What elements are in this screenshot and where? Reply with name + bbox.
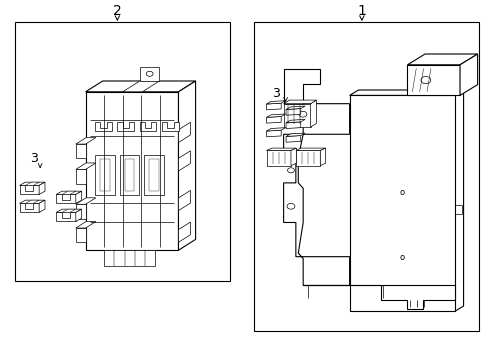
Text: 3: 3 [272, 87, 280, 100]
Polygon shape [178, 222, 190, 242]
Polygon shape [290, 148, 296, 166]
Polygon shape [283, 104, 349, 285]
Polygon shape [76, 209, 81, 221]
Polygon shape [56, 209, 81, 212]
Polygon shape [39, 182, 45, 194]
Polygon shape [320, 148, 325, 166]
Polygon shape [76, 221, 96, 228]
Polygon shape [85, 92, 178, 250]
Polygon shape [178, 151, 190, 171]
Polygon shape [56, 212, 76, 221]
Polygon shape [139, 122, 156, 131]
Polygon shape [117, 122, 134, 131]
Polygon shape [285, 106, 305, 109]
Polygon shape [162, 122, 178, 131]
Polygon shape [25, 200, 39, 203]
Polygon shape [266, 148, 296, 150]
Text: 1: 1 [357, 4, 366, 18]
Bar [254, 22, 478, 331]
Polygon shape [285, 133, 305, 136]
Polygon shape [56, 191, 81, 194]
Polygon shape [407, 65, 459, 95]
Polygon shape [122, 81, 159, 92]
Polygon shape [295, 150, 320, 166]
Polygon shape [285, 120, 305, 123]
Text: 3: 3 [30, 152, 38, 165]
Polygon shape [76, 170, 85, 184]
Polygon shape [285, 109, 300, 115]
Polygon shape [407, 54, 477, 65]
Polygon shape [25, 182, 39, 185]
Polygon shape [76, 198, 96, 204]
Polygon shape [283, 69, 320, 104]
Bar [144, 155, 163, 195]
Polygon shape [178, 81, 195, 250]
Polygon shape [283, 104, 310, 127]
Polygon shape [459, 54, 477, 95]
Polygon shape [283, 100, 316, 104]
Polygon shape [76, 228, 85, 242]
Polygon shape [178, 190, 190, 211]
Polygon shape [310, 100, 316, 127]
Polygon shape [266, 114, 285, 117]
Polygon shape [76, 163, 96, 170]
Text: o: o [399, 253, 404, 262]
Bar [149, 159, 159, 191]
Polygon shape [454, 90, 463, 311]
Polygon shape [266, 101, 285, 104]
Polygon shape [140, 67, 159, 81]
Text: 2: 2 [113, 4, 122, 18]
Polygon shape [349, 95, 454, 311]
Text: o: o [399, 188, 404, 197]
Polygon shape [76, 204, 85, 219]
Polygon shape [85, 81, 195, 92]
Bar [124, 159, 134, 191]
Polygon shape [76, 138, 96, 144]
Polygon shape [285, 136, 300, 142]
Polygon shape [285, 122, 300, 129]
Polygon shape [62, 191, 76, 194]
Polygon shape [20, 200, 45, 203]
Polygon shape [76, 191, 81, 203]
Polygon shape [62, 209, 76, 212]
Polygon shape [266, 103, 281, 110]
Polygon shape [56, 194, 76, 203]
Polygon shape [303, 285, 454, 309]
Polygon shape [266, 150, 290, 166]
Polygon shape [39, 200, 45, 212]
Bar [100, 159, 110, 191]
Polygon shape [266, 128, 285, 131]
Bar [15, 22, 229, 281]
Polygon shape [266, 117, 281, 123]
Polygon shape [76, 144, 85, 158]
Polygon shape [266, 130, 281, 137]
Polygon shape [178, 122, 190, 143]
Bar [120, 155, 139, 195]
Polygon shape [20, 185, 39, 194]
Bar [95, 155, 115, 195]
Polygon shape [20, 203, 39, 212]
Polygon shape [349, 90, 463, 95]
Polygon shape [20, 182, 45, 185]
Polygon shape [95, 122, 112, 131]
Polygon shape [295, 148, 325, 150]
Polygon shape [104, 250, 155, 266]
